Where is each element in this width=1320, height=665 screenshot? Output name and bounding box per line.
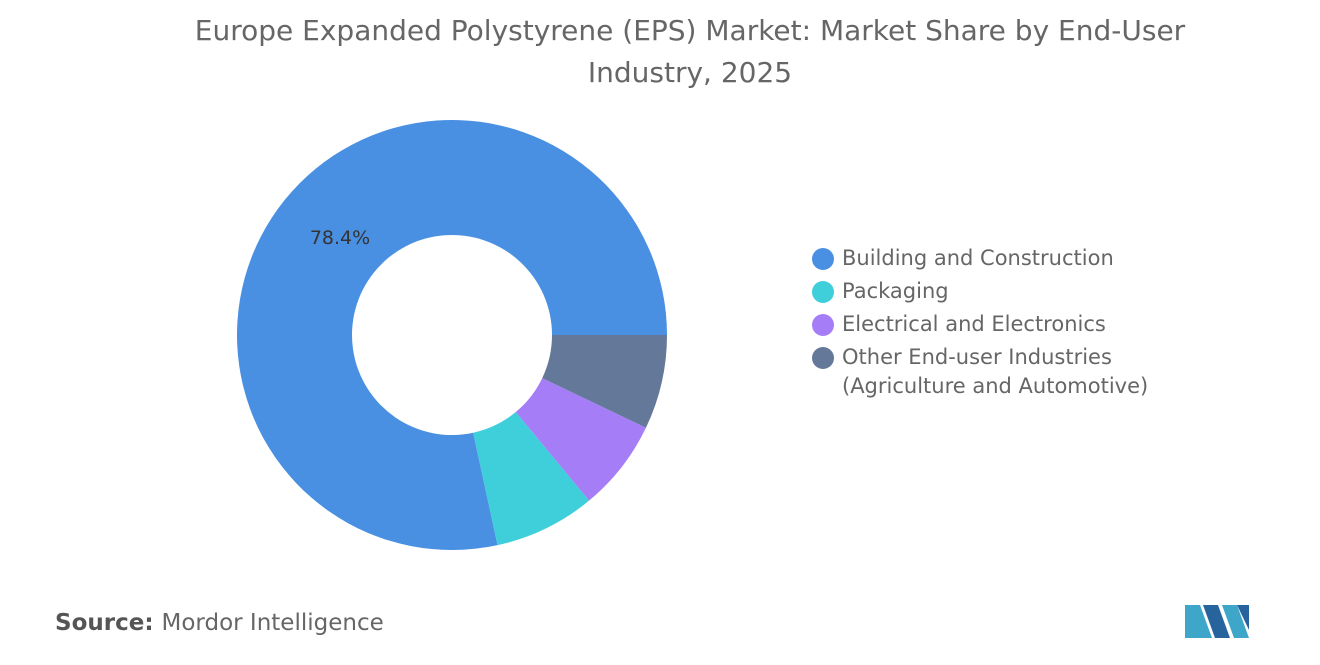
slice — [237, 119, 668, 550]
slice — [473, 412, 590, 546]
legend-swatch — [812, 281, 834, 303]
logo — [1185, 605, 1249, 638]
legend-swatch — [812, 347, 834, 369]
legend-label: Packaging — [842, 279, 949, 303]
legend: Building and Construction Packaging Electr… — [812, 244, 1232, 405]
source-label: Source: — [55, 610, 154, 636]
legend-item: Electrical and Electronics — [812, 310, 1232, 339]
legend-swatch — [812, 314, 834, 336]
slice — [542, 335, 667, 428]
data-label: 78.4% — [310, 227, 370, 249]
legend-label: Electrical and Electronics — [842, 312, 1106, 336]
slice — [515, 378, 646, 501]
legend-item: Other End-user Industries (Agriculture a… — [812, 343, 1232, 401]
legend-swatch — [812, 248, 834, 270]
legend-label: Building and Construction — [842, 246, 1114, 270]
source: Source: Mordor Intelligence — [55, 610, 384, 636]
legend-item: Packaging — [812, 277, 1232, 306]
source-text: Mordor Intelligence — [161, 610, 384, 636]
chart-title: Europe Expanded Polystyrene (EPS) Market… — [194, 14, 1186, 89]
legend-label: Other End-user Industries (Agriculture a… — [842, 345, 1149, 398]
legend-item: Building and Construction — [812, 244, 1232, 273]
